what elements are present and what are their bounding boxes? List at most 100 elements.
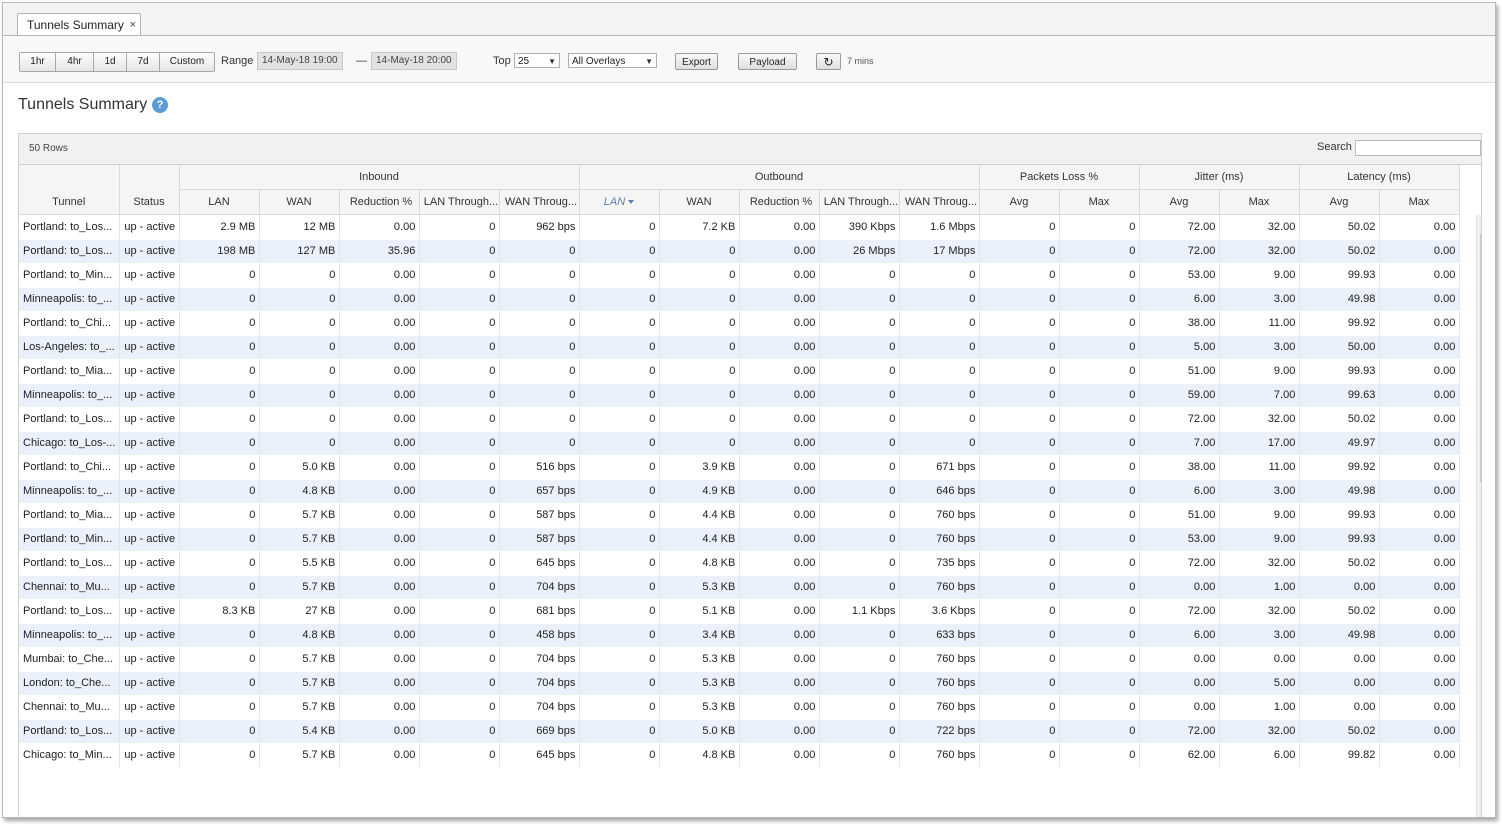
table-row[interactable]: Minneapolis: to_... up - active 0 4.8 KB 0.0… xyxy=(19,479,1461,504)
table-cell: 4.8 KB xyxy=(659,551,741,576)
table-cell: 760 bps xyxy=(899,671,981,696)
table-cell: 0.00 xyxy=(1379,431,1461,456)
table-row[interactable]: Portland: to_Mia... up - active 0 5.7 KB 0.0… xyxy=(19,503,1461,528)
table-row[interactable]: Portland: to_Min... up - active 0 0 0.00 0 0 0 0… xyxy=(19,263,1461,288)
table-cell: 1.1 Kbps xyxy=(819,599,901,624)
table-cell: 0.00 xyxy=(1139,695,1221,720)
range-4hr-button[interactable]: 4hr xyxy=(56,53,94,71)
table-cell: 0 xyxy=(179,383,261,408)
range-7d-button[interactable]: 7d xyxy=(127,53,160,71)
column-header-outbound-wan-throughput[interactable]: WAN Throug... xyxy=(899,189,980,215)
table-row[interactable]: Minneapolis: to_... up - active 0 4.8 KB 0.0… xyxy=(19,623,1461,648)
column-header-inbound-lan[interactable]: LAN xyxy=(179,189,260,215)
table-row[interactable]: London: to_Che... up - active 0 5.7 KB 0.00 0… xyxy=(19,671,1461,696)
range-custom-button[interactable]: Custom xyxy=(169,56,205,67)
table-cell: 0.00 xyxy=(339,671,421,696)
table-cell: 0 xyxy=(1059,503,1141,528)
vertical-scrollbar[interactable]: ▲ ▼ xyxy=(1476,215,1481,817)
table-row[interactable]: Portland: to_Los... up - active 0 5.5 KB 0.0… xyxy=(19,551,1461,576)
scroll-down-icon[interactable]: ▼ xyxy=(1477,806,1481,817)
table-cell: 5.7 KB xyxy=(259,695,341,720)
grid-body: Portland: to_Los... up - active 2.9 MB 12 M… xyxy=(19,215,1461,768)
table-cell: Portland: to_Los... xyxy=(19,215,121,240)
table-cell: up - active xyxy=(119,383,181,408)
tab-tunnels-summary[interactable]: Tunnels Summary × xyxy=(17,13,141,35)
table-cell: 0 xyxy=(1059,359,1141,384)
column-header-loss-max[interactable]: Max xyxy=(1059,189,1140,215)
table-cell: 0 xyxy=(499,311,581,336)
table-cell: 0 xyxy=(1059,455,1141,480)
column-header-outbound-wan[interactable]: WAN xyxy=(659,189,740,215)
scrollbar-thumb[interactable] xyxy=(1480,233,1481,483)
table-cell: 51.00 xyxy=(1139,503,1221,528)
payload-button[interactable]: Payload xyxy=(738,53,797,70)
table-row[interactable]: Chennai: to_Mu... up - active 0 5.7 KB 0.00 0… xyxy=(19,575,1461,600)
table-row[interactable]: Mumbai: to_Che... up - active 0 5.7 KB 0.00 0… xyxy=(19,647,1461,672)
table-cell: 0.00 xyxy=(739,239,821,264)
table-cell: 760 bps xyxy=(899,575,981,600)
table-row[interactable]: Portland: to_Los... up - active 198 MB 127 … xyxy=(19,239,1461,264)
table-cell: 0 xyxy=(579,719,661,744)
column-header-jitter-avg[interactable]: Avg xyxy=(1139,189,1220,215)
column-header-inbound-reduction[interactable]: Reduction % xyxy=(339,189,420,215)
column-header-inbound-lan-throughput[interactable]: LAN Through... xyxy=(419,189,500,215)
table-cell: 735 bps xyxy=(899,551,981,576)
column-header-latency-avg[interactable]: Avg xyxy=(1299,189,1380,215)
column-header-latency-max[interactable]: Max xyxy=(1379,189,1460,215)
table-row[interactable]: Chicago: to_Min... up - active 0 5.7 KB 0.00… xyxy=(19,743,1461,768)
overlay-select[interactable]: All Overlays ▼ xyxy=(568,53,657,68)
table-cell: 0 xyxy=(819,623,901,648)
column-header-loss-avg[interactable]: Avg xyxy=(979,189,1060,215)
table-row[interactable]: Chicago: to_Los-... up - active 0 0 0.00 0 0 0 0… xyxy=(19,431,1461,456)
table-row[interactable]: Portland: to_Mia... up - active 0 0 0.00 0 0 0 0… xyxy=(19,359,1461,384)
table-cell: 3.00 xyxy=(1219,479,1301,504)
column-header-inbound-wan-throughput[interactable]: WAN Throug... xyxy=(499,189,580,215)
close-icon[interactable]: × xyxy=(129,19,136,31)
table-cell: 27 KB xyxy=(259,599,341,624)
table-cell: 3.00 xyxy=(1219,287,1301,312)
table-row[interactable]: Chennai: to_Mu... up - active 0 5.7 KB 0.00 0… xyxy=(19,695,1461,720)
table-row[interactable]: Minneapolis: to_... up - active 0 0 0.00 0 0 0 0… xyxy=(19,287,1461,312)
table-row[interactable]: Portland: to_Los... up - active 8.3 KB 27 K… xyxy=(19,599,1461,624)
table-row[interactable]: Los-Angeles: to_... up - active 0 0 0.00 0 0 0 0… xyxy=(19,335,1461,360)
scroll-up-icon[interactable]: ▲ xyxy=(1477,215,1481,227)
column-header-outbound-reduction[interactable]: Reduction % xyxy=(739,189,820,215)
table-cell: Minneapolis: to_... xyxy=(19,383,121,408)
table-cell: Chicago: to_Los-... xyxy=(19,431,121,456)
table-cell: 99.82 xyxy=(1299,743,1381,768)
table-row[interactable]: Portland: to_Chi... up - active 0 5.0 KB 0.0… xyxy=(19,455,1461,480)
table-cell: 0 xyxy=(659,263,741,288)
range-start-field[interactable]: 14-May-18 19:00 xyxy=(257,52,343,70)
column-header-status[interactable]: Status xyxy=(119,189,180,215)
table-cell: 59.00 xyxy=(1139,383,1221,408)
help-icon[interactable]: ? xyxy=(152,97,168,113)
range-end-field[interactable]: 14-May-18 20:00 xyxy=(371,52,457,70)
table-cell: 50.02 xyxy=(1299,215,1381,240)
table-cell: 4.8 KB xyxy=(259,479,341,504)
table-cell: 0 xyxy=(1059,215,1141,240)
column-header-outbound-lan-throughput[interactable]: LAN Through... xyxy=(819,189,900,215)
column-header-jitter-max[interactable]: Max xyxy=(1219,189,1300,215)
table-cell: 0 xyxy=(419,599,501,624)
column-header-outbound-lan[interactable]: LAN xyxy=(579,189,660,215)
column-header-tunnel[interactable]: Tunnel xyxy=(19,189,120,215)
table-cell: 0 xyxy=(579,551,661,576)
table-row[interactable]: Portland: to_Min... up - active 0 5.7 KB 0.0… xyxy=(19,527,1461,552)
search-input[interactable] xyxy=(1355,140,1481,156)
table-row[interactable]: Portland: to_Los... up - active 2.9 MB 12 M… xyxy=(19,215,1461,240)
column-header-inbound-wan[interactable]: WAN xyxy=(259,189,340,215)
range-1hr-button[interactable]: 1hr xyxy=(20,53,56,71)
table-cell: 0.00 xyxy=(339,719,421,744)
export-button[interactable]: Export xyxy=(675,53,718,70)
table-row[interactable]: Portland: to_Los... up - active 0 5.4 KB 0.0… xyxy=(19,719,1461,744)
refresh-button[interactable]: ↻ xyxy=(816,53,841,70)
table-cell: 0 xyxy=(819,575,901,600)
table-row[interactable]: Portland: to_Chi... up - active 0 0 0.00 0 0 0 0… xyxy=(19,311,1461,336)
range-1d-button[interactable]: 1d xyxy=(94,53,127,71)
table-cell: 50.00 xyxy=(1299,335,1381,360)
table-row[interactable]: Minneapolis: to_... up - active 0 0 0.00 0 0 0 0… xyxy=(19,383,1461,408)
table-cell: 0 xyxy=(979,359,1061,384)
top-count-select[interactable]: 25 ▼ xyxy=(514,53,560,68)
table-cell: up - active xyxy=(119,263,181,288)
table-row[interactable]: Portland: to_Los... up - active 0 0 0.00 0 0 0 0… xyxy=(19,407,1461,432)
